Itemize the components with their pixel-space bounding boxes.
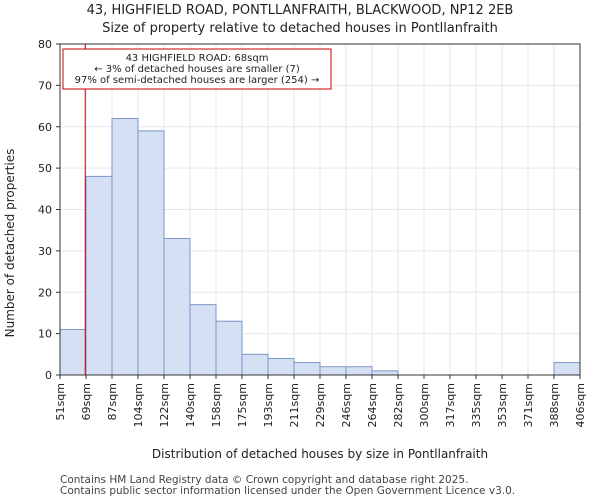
x-tick-label: 104sqm xyxy=(132,383,145,427)
x-tick-label: 300sqm xyxy=(418,383,431,427)
x-tick-label: 87sqm xyxy=(106,383,119,420)
x-tick-label: 193sqm xyxy=(262,383,275,427)
x-tick-label: 317sqm xyxy=(444,383,457,427)
bars xyxy=(59,117,581,376)
x-tick-label: 264sqm xyxy=(366,383,379,427)
x-tick-label: 69sqm xyxy=(80,383,93,420)
bar-51sqm xyxy=(59,328,87,376)
y-tick-label: 10 xyxy=(38,328,52,341)
bar-388sqm xyxy=(553,362,581,376)
chart-title: 43, HIGHFIELD ROAD, PONTLLANFRAITH, BLAC… xyxy=(86,3,514,18)
annotation-line1: 43 HIGHFIELD ROAD: 68sqm xyxy=(126,53,269,64)
x-tick-label: 140sqm xyxy=(184,383,197,427)
x-tick-label: 175sqm xyxy=(236,383,249,427)
x-tick-label: 211sqm xyxy=(288,383,301,427)
bar-264sqm xyxy=(371,370,399,376)
bar-229sqm xyxy=(319,366,347,376)
x-tick-label: 371sqm xyxy=(522,383,535,427)
x-tick-label: 353sqm xyxy=(496,383,509,427)
footer-line1: Contains HM Land Registry data © Crown c… xyxy=(60,474,469,486)
x-tick-label: 122sqm xyxy=(158,383,171,427)
x-tick-label: 406sqm xyxy=(574,383,587,427)
bar-140sqm xyxy=(189,304,217,376)
annotation-box: 43 HIGHFIELD ROAD: 68sqm ← 3% of detache… xyxy=(62,48,332,90)
x-axis-ticks: 51sqm 69sqm 87sqm 104sqm 122sqm 140sqm 158sqm 1… xyxy=(54,375,587,427)
x-tick-label: 335sqm xyxy=(470,383,483,427)
chart-subtitle: Size of property relative to detached ho… xyxy=(102,21,498,36)
bar-211sqm xyxy=(293,362,321,376)
y-tick-label: 80 xyxy=(38,38,52,51)
bar-104sqm xyxy=(137,130,165,376)
bar-175sqm xyxy=(241,353,269,376)
x-tick-label: 282sqm xyxy=(392,383,405,427)
y-tick-label: 20 xyxy=(38,286,52,299)
y-tick-label: 70 xyxy=(38,79,52,92)
x-tick-label: 229sqm xyxy=(314,383,327,427)
bar-246sqm xyxy=(345,366,373,376)
y-tick-label: 40 xyxy=(38,204,52,217)
bar-158sqm xyxy=(215,320,243,376)
plot-frame xyxy=(59,43,581,376)
annotation-line2: ← 3% of detached houses are smaller (7) xyxy=(94,64,300,75)
annotation-line3: 97% of semi-detached houses are larger (… xyxy=(75,75,320,86)
y-tick-label: 0 xyxy=(45,369,52,382)
x-tick-label: 158sqm xyxy=(210,383,223,427)
bar-122sqm xyxy=(163,237,191,376)
y-tick-label: 50 xyxy=(38,162,52,175)
y-axis-ticks: 0 10 20 30 40 50 60 70 80 xyxy=(38,38,60,382)
footer-line2: Contains public sector information licen… xyxy=(60,485,516,497)
y-tick-label: 60 xyxy=(38,121,52,134)
bar-69sqm xyxy=(85,175,113,376)
bar-87sqm xyxy=(111,117,139,376)
x-tick-label: 388sqm xyxy=(548,383,561,427)
bar-193sqm xyxy=(267,357,295,376)
y-tick-label: 30 xyxy=(38,245,52,258)
y-axis-label: Number of detached properties xyxy=(3,149,17,338)
x-tick-label: 51sqm xyxy=(54,383,67,420)
x-axis-label: Distribution of detached houses by size … xyxy=(152,447,488,461)
x-tick-label: 246sqm xyxy=(340,383,353,427)
